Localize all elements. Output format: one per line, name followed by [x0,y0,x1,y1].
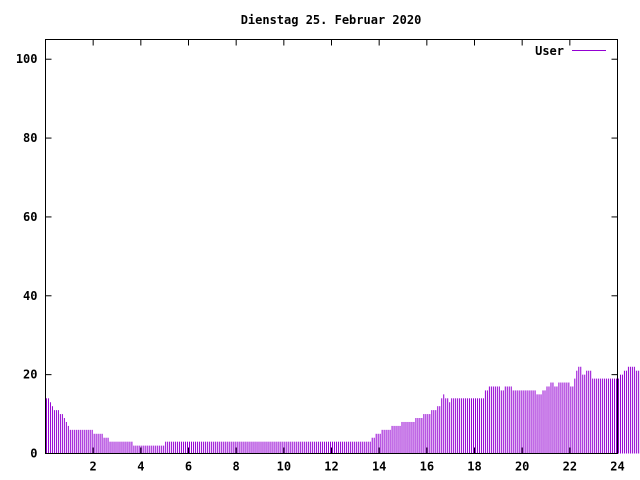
x-tick-label: 16 [420,460,434,474]
plot-frame [45,39,618,454]
x-tick-label: 4 [137,460,144,474]
y-tick-label: 80 [23,131,37,145]
y-tick-label: 40 [23,289,37,303]
y-tick-label: 20 [23,368,37,382]
x-tick-label: 18 [467,460,481,474]
bars-group [45,366,640,454]
x-tick-label: 10 [277,460,291,474]
legend-label-user: User [535,44,564,58]
x-tick-label: 8 [233,460,240,474]
x-tick-label: 22 [563,460,577,474]
x-tick-label: 14 [372,460,386,474]
x-tick-label: 24 [610,460,624,474]
y-tick-label: 0 [30,447,37,461]
x-tick-label: 20 [515,460,529,474]
legend: User [535,44,606,58]
chart-title: Dienstag 25. Februar 2020 [241,13,422,27]
x-tick-label: 2 [90,460,97,474]
x-tick-label: 12 [324,460,338,474]
y-tick-label: 100 [16,52,38,66]
x-tick-label: 6 [185,460,192,474]
y-tick-label: 60 [23,210,37,224]
